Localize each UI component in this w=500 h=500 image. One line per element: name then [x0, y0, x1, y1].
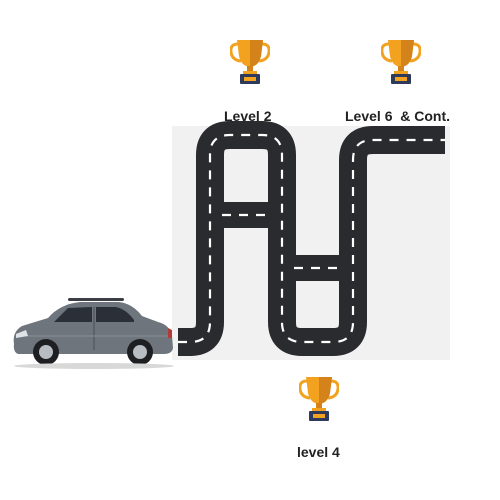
level-4-label[interactable]: level 4 — [297, 444, 340, 460]
suv-car-icon[interactable] — [8, 292, 178, 372]
road-main-path — [176, 121, 445, 356]
trophy-icon[interactable] — [299, 373, 339, 423]
trophy-icon[interactable] — [230, 36, 270, 86]
level-2-label[interactable]: Level 2 — [224, 108, 272, 124]
trophy-icon[interactable] — [381, 36, 421, 86]
lane-marking-main — [178, 133, 445, 344]
level-6-label[interactable]: Level 6 & Cont. — [345, 108, 451, 124]
